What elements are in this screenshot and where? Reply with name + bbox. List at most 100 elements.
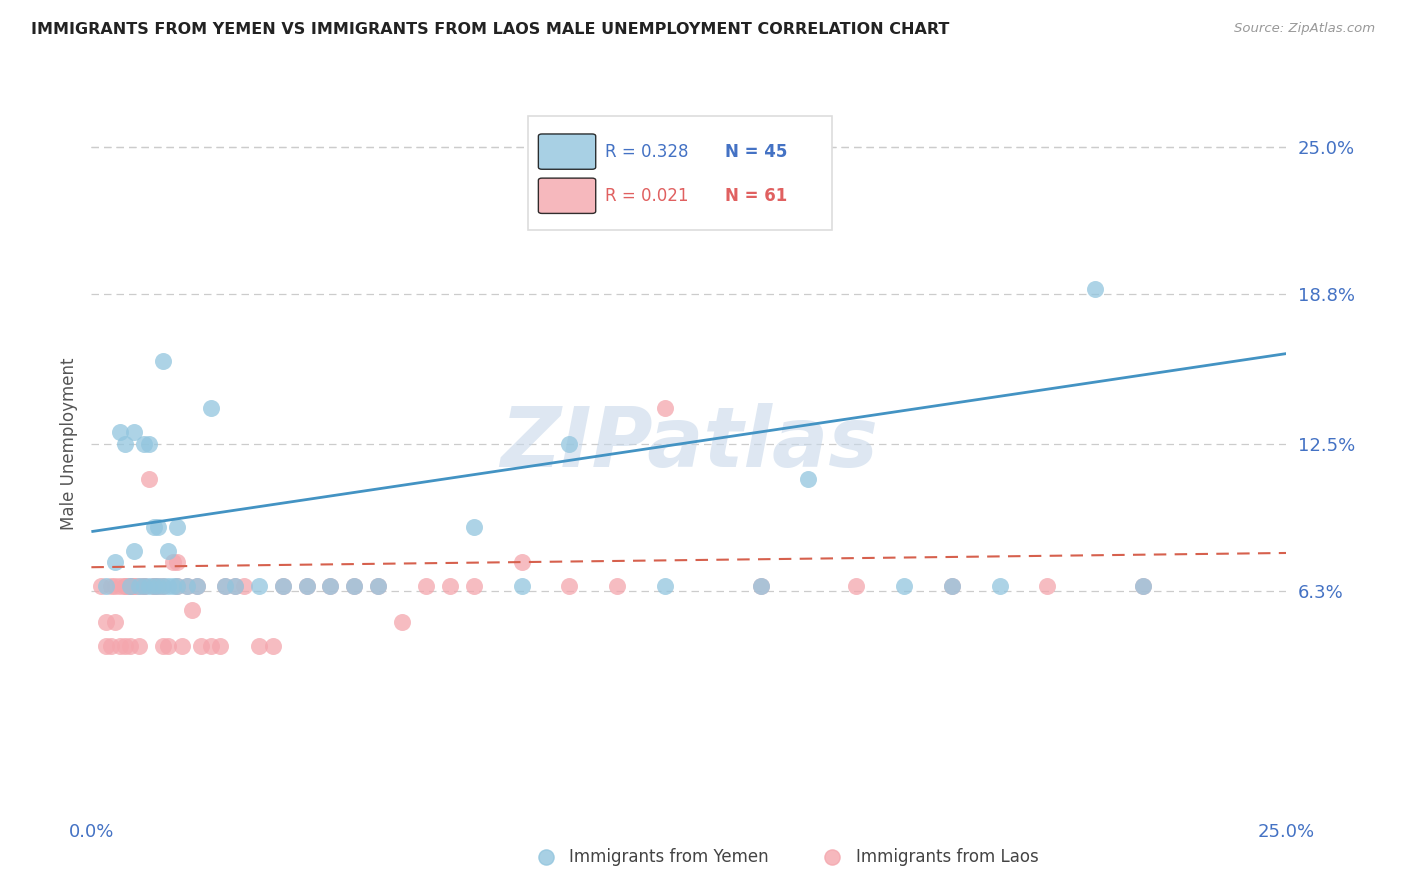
Text: Immigrants from Yemen: Immigrants from Yemen <box>569 848 769 866</box>
Point <box>152 579 174 593</box>
Point <box>138 437 160 451</box>
Point <box>142 579 165 593</box>
Point <box>654 579 676 593</box>
Point <box>124 579 146 593</box>
Point <box>152 639 174 653</box>
Point <box>343 579 366 593</box>
Point <box>367 579 389 593</box>
Point <box>142 520 165 534</box>
Point <box>176 579 198 593</box>
Point <box>114 579 136 593</box>
Point <box>224 579 246 593</box>
Point <box>90 579 112 593</box>
Point <box>124 579 146 593</box>
Point <box>319 579 342 593</box>
Point <box>845 579 868 593</box>
Point <box>510 579 533 593</box>
Text: N = 45: N = 45 <box>725 143 787 161</box>
Point <box>214 579 236 593</box>
Text: R = 0.021: R = 0.021 <box>605 186 689 205</box>
Point <box>186 579 208 593</box>
Point <box>1036 579 1059 593</box>
Point <box>262 639 284 653</box>
Point <box>162 556 184 570</box>
Point <box>319 579 342 593</box>
Point <box>108 579 131 593</box>
Point <box>138 472 160 486</box>
Point <box>166 579 188 593</box>
Point <box>132 579 155 593</box>
Point <box>148 579 170 593</box>
FancyBboxPatch shape <box>527 116 832 230</box>
Point <box>118 579 141 593</box>
Point <box>247 579 270 593</box>
Point <box>224 579 246 593</box>
Point <box>654 401 676 416</box>
Point <box>233 579 256 593</box>
Point <box>124 543 146 558</box>
Point <box>148 579 170 593</box>
Point <box>749 579 772 593</box>
Point <box>152 353 174 368</box>
Point <box>128 579 150 593</box>
Text: ZIPatlas: ZIPatlas <box>501 403 877 484</box>
Point <box>156 579 179 593</box>
Point <box>142 579 165 593</box>
Point <box>271 579 294 593</box>
Point <box>343 579 366 593</box>
Point <box>108 639 131 653</box>
Point <box>148 520 170 534</box>
Point <box>247 639 270 653</box>
Point <box>209 639 232 653</box>
Point <box>118 579 141 593</box>
Point <box>94 639 117 653</box>
Point <box>295 579 318 593</box>
Point <box>180 603 202 617</box>
Point <box>132 579 155 593</box>
Point <box>190 639 212 653</box>
Point <box>118 639 141 653</box>
Point <box>606 579 628 593</box>
Point <box>142 579 165 593</box>
Point <box>463 579 485 593</box>
Point <box>166 579 188 593</box>
Point <box>893 579 915 593</box>
Text: N = 61: N = 61 <box>725 186 787 205</box>
Point <box>200 401 222 416</box>
Point <box>124 425 146 439</box>
Point <box>132 437 155 451</box>
Point <box>156 639 179 653</box>
Point <box>94 615 117 629</box>
Point <box>138 579 160 593</box>
Text: Immigrants from Laos: Immigrants from Laos <box>856 848 1039 866</box>
Point <box>114 437 136 451</box>
Point <box>104 556 127 570</box>
Point <box>156 543 179 558</box>
Text: R = 0.328: R = 0.328 <box>605 143 689 161</box>
Point <box>128 639 150 653</box>
Point <box>104 615 127 629</box>
FancyBboxPatch shape <box>538 178 596 213</box>
Point <box>166 520 188 534</box>
Point <box>749 579 772 593</box>
Point <box>558 579 581 593</box>
Point <box>104 579 127 593</box>
Point <box>166 556 188 570</box>
Point <box>128 579 150 593</box>
Point <box>463 520 485 534</box>
Point <box>941 579 963 593</box>
Point <box>271 579 294 593</box>
Point <box>1084 283 1107 297</box>
Point <box>797 472 820 486</box>
Point <box>510 556 533 570</box>
Point <box>558 437 581 451</box>
Point <box>415 579 437 593</box>
Point <box>186 579 208 593</box>
Point <box>988 579 1011 593</box>
Point <box>162 579 184 593</box>
Point <box>1132 579 1154 593</box>
Point <box>176 579 198 593</box>
Point <box>152 579 174 593</box>
Point <box>114 639 136 653</box>
Text: Source: ZipAtlas.com: Source: ZipAtlas.com <box>1234 22 1375 36</box>
